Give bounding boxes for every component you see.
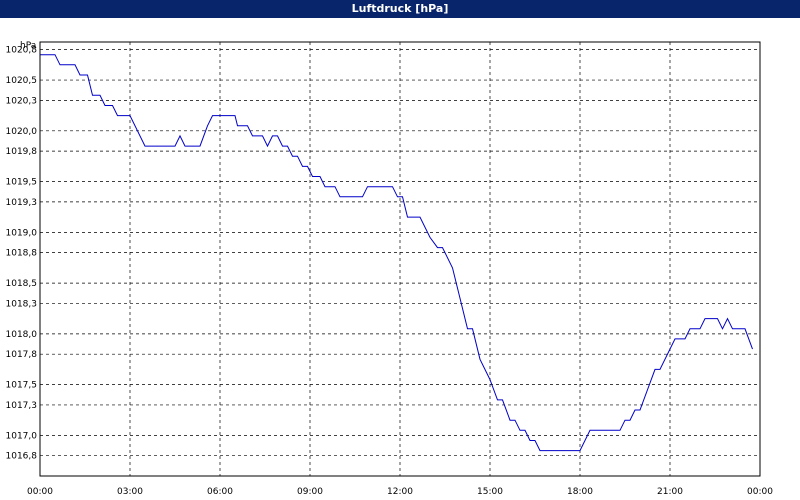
chart-title: Luftdruck [hPa] [0, 0, 800, 18]
y-tick-label: 1018,8 [6, 249, 38, 259]
y-tick-label: 1017,0 [6, 431, 38, 441]
x-tick-time: 18:00 [567, 487, 593, 497]
x-tick-time: 06:00 [207, 487, 233, 497]
y-tick-label: 1020,5 [6, 76, 38, 86]
y-tick-label: 1018,5 [6, 279, 38, 289]
y-tick-label: 1020,8 [6, 46, 38, 56]
pressure-chart: hPa 1020,8 1020,5 1020,3 1020,0 1019,8 1019,5… [6, 41, 774, 497]
y-axis: 1020,8 1020,5 1020,3 1020,0 1019,8 1019,5 1019… [6, 46, 38, 462]
y-tick-label: 1019,8 [6, 147, 38, 157]
x-tick-time: 00:00 [747, 487, 773, 497]
y-tick-label: 1020,3 [6, 96, 38, 106]
x-tick-time: 15:00 [477, 487, 503, 497]
y-tick-label: 1019,5 [6, 178, 38, 188]
x-tick-time: 09:00 [297, 487, 323, 497]
x-axis: 00:0026.07.2503:0026.07.2506:0026.07.250… [27, 487, 773, 497]
plot-frame [39, 41, 761, 477]
series-line [40, 54, 753, 452]
y-tick-label: 1018,0 [6, 330, 38, 340]
y-tick-label: 1017,3 [6, 401, 38, 411]
y-tick-label: 1020,0 [6, 127, 38, 137]
x-tick-time: 21:00 [657, 487, 683, 497]
y-tick-label: 1017,8 [6, 350, 38, 360]
x-tick-time: 12:00 [387, 487, 413, 497]
x-tick-time: 03:00 [117, 487, 143, 497]
grid [40, 42, 760, 476]
y-tick-label: 1019,0 [6, 228, 38, 238]
y-axis-unit-label: hPa [20, 41, 36, 51]
y-tick-label: 1016,8 [6, 452, 38, 462]
y-tick-label: 1019,3 [6, 198, 38, 208]
y-tick-label: 1018,3 [6, 299, 38, 309]
x-tick-time: 00:00 [27, 487, 53, 497]
y-tick-label: 1017,5 [6, 381, 38, 391]
